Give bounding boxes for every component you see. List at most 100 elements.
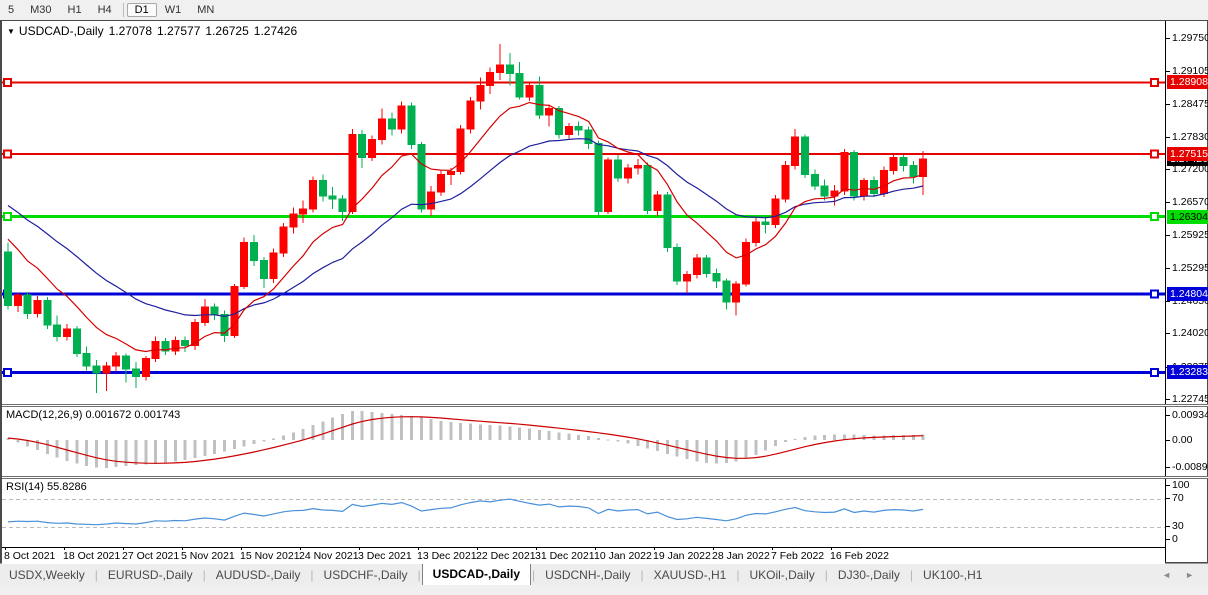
rsi-indicator-plot[interactable] bbox=[2, 479, 1165, 547]
candle bbox=[919, 158, 928, 178]
macd-bar bbox=[911, 434, 915, 440]
price-tick-label: 1.27200 bbox=[1166, 163, 1208, 175]
candle bbox=[4, 251, 12, 306]
candle bbox=[515, 73, 524, 98]
macd-bar bbox=[774, 440, 778, 446]
candle bbox=[850, 151, 859, 197]
tab-dj30-daily[interactable]: DJ30-,Daily bbox=[837, 568, 900, 582]
macd-bar bbox=[144, 440, 148, 465]
timeframe-button-h4[interactable]: H4 bbox=[97, 4, 112, 16]
rsi-value: 55.8286 bbox=[46, 481, 87, 493]
date-tick bbox=[418, 547, 419, 550]
tab-ukoil-daily[interactable]: UKOil-,Daily bbox=[749, 568, 815, 582]
macd-bar bbox=[213, 440, 217, 454]
timeframe-button-w1[interactable]: W1 bbox=[164, 4, 182, 16]
tab-separator: | bbox=[417, 568, 421, 582]
level-anchor[interactable] bbox=[3, 149, 12, 159]
candle bbox=[230, 285, 239, 336]
level-anchor[interactable] bbox=[3, 77, 12, 87]
candle bbox=[820, 185, 829, 197]
macd-bar bbox=[380, 412, 384, 440]
macd-indicator-plot[interactable] bbox=[2, 407, 1165, 476]
candle bbox=[318, 180, 327, 197]
candle bbox=[13, 294, 22, 306]
candle bbox=[397, 105, 406, 130]
date-label: 5 Nov 2021 bbox=[181, 550, 235, 562]
date-tick bbox=[64, 547, 65, 550]
rsi-scale-label: 100 bbox=[1166, 479, 1190, 491]
macd-bar bbox=[154, 440, 158, 464]
candle bbox=[436, 174, 445, 193]
timeframe-button-h1[interactable]: H1 bbox=[67, 4, 82, 16]
level-anchor[interactable] bbox=[1150, 212, 1159, 222]
candle bbox=[535, 84, 544, 116]
price-tick-label: 1.22745 bbox=[1166, 393, 1208, 405]
candle bbox=[43, 299, 52, 326]
macd-bar bbox=[508, 426, 512, 440]
price-tick-label: 1.25925 bbox=[1166, 229, 1208, 241]
tab-usdx-weekly[interactable]: USDX,Weekly bbox=[9, 568, 85, 582]
price-scale[interactable]: 1.29750 1.29105 1.28475 1.27830 1.27200 1.265… bbox=[1165, 21, 1208, 562]
timeframe-button-d1[interactable]: D1 bbox=[126, 3, 157, 17]
candle bbox=[643, 164, 652, 212]
candle bbox=[72, 328, 81, 354]
macd-bar bbox=[252, 440, 256, 444]
horizontal-level-lines[interactable] bbox=[2, 77, 1165, 377]
candle bbox=[840, 151, 849, 192]
macd-bar bbox=[449, 422, 453, 440]
tab-eurusd-daily[interactable]: EURUSD-,Daily bbox=[107, 568, 193, 582]
macd-bar bbox=[360, 411, 364, 440]
panel-separator[interactable] bbox=[2, 404, 1208, 407]
timeframe-button-m30[interactable]: M30 bbox=[30, 4, 52, 16]
macd-bar bbox=[892, 434, 896, 440]
level-anchor[interactable] bbox=[1150, 149, 1159, 159]
macd-bar bbox=[75, 440, 79, 464]
chart-dropdown-triangle-icon[interactable]: ▼ bbox=[7, 27, 15, 36]
macd-bar bbox=[537, 429, 541, 440]
candle bbox=[505, 64, 514, 75]
tab-uk100-h1[interactable]: UK100-,H1 bbox=[923, 568, 983, 582]
level-anchor[interactable] bbox=[3, 367, 12, 377]
macd-bar bbox=[734, 440, 738, 462]
macd-bar bbox=[262, 440, 266, 442]
macd-bar bbox=[705, 440, 709, 463]
tab-scroll-arrows: ◄ ► bbox=[1162, 570, 1194, 580]
macd-bar bbox=[901, 434, 905, 440]
price-tick-label: 1.24020 bbox=[1166, 327, 1208, 339]
price-tick-label: 1.28475 bbox=[1166, 98, 1208, 110]
macd-bar bbox=[370, 412, 374, 440]
tab-separator: | bbox=[532, 568, 536, 582]
macd-bar bbox=[695, 440, 699, 462]
tab-xauusd-h1[interactable]: XAUUSD-,H1 bbox=[653, 568, 727, 582]
candle bbox=[279, 226, 288, 254]
level-anchor[interactable] bbox=[1150, 367, 1159, 377]
ohlc-high: 1.27577 bbox=[157, 24, 201, 38]
macd-bar bbox=[291, 432, 295, 440]
level-anchor[interactable] bbox=[3, 212, 12, 222]
date-label: 28 Jan 2022 bbox=[712, 550, 770, 562]
timeframe-button-5[interactable]: 5 bbox=[8, 4, 15, 16]
date-tick bbox=[595, 547, 596, 550]
tab-scroll-left-icon[interactable]: ◄ bbox=[1162, 570, 1172, 580]
tab-scroll-right-icon[interactable]: ► bbox=[1185, 570, 1194, 580]
date-tick bbox=[713, 547, 714, 550]
macd-bar bbox=[400, 414, 404, 440]
tab-usdchf-daily[interactable]: USDCHF-,Daily bbox=[323, 568, 408, 582]
tab-usdcad-daily[interactable]: USDCAD-,Daily bbox=[421, 563, 532, 585]
panel-separator[interactable] bbox=[2, 476, 1208, 479]
symbol-tab-bar: USDX,Weekly | EURUSD-,Daily | AUDUSD-,Daily |… bbox=[0, 563, 1208, 586]
date-axis[interactable]: 8 Oct 2021 18 Oct 2021 27 Oct 2021 5 Nov 20… bbox=[2, 547, 1165, 564]
candles-group bbox=[4, 44, 928, 394]
timeframe-button-mn[interactable]: MN bbox=[197, 4, 215, 16]
level-anchor[interactable] bbox=[1150, 77, 1159, 87]
macd-bar bbox=[636, 440, 640, 446]
candle bbox=[299, 208, 308, 215]
macd-bar bbox=[833, 434, 837, 440]
tab-audusd-daily[interactable]: AUDUSD-,Daily bbox=[215, 568, 301, 582]
price-chart-plot[interactable] bbox=[2, 21, 1165, 404]
date-tick bbox=[359, 547, 360, 550]
candle bbox=[446, 170, 455, 176]
level-anchor[interactable] bbox=[1150, 289, 1159, 299]
candle bbox=[555, 108, 564, 135]
tab-usdcnh-daily[interactable]: USDCNH-,Daily bbox=[545, 568, 631, 582]
